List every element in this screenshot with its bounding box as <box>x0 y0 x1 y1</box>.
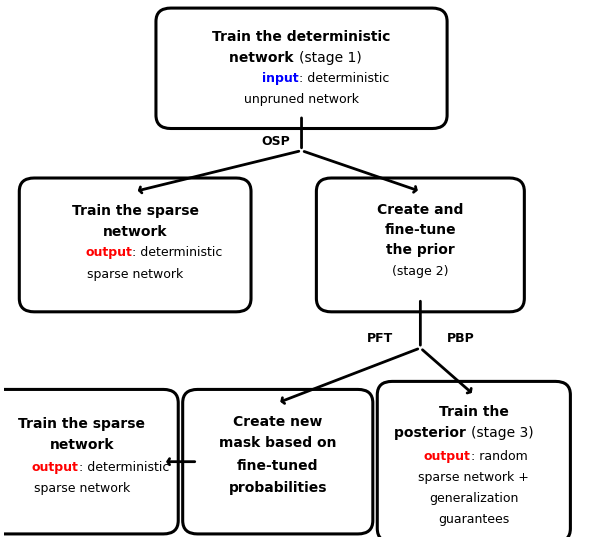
Text: : deterministic: : deterministic <box>132 246 223 259</box>
Text: output: output <box>85 246 132 259</box>
Text: fine-tune: fine-tune <box>385 223 456 237</box>
FancyBboxPatch shape <box>0 390 178 534</box>
FancyBboxPatch shape <box>377 381 571 538</box>
Text: input: input <box>262 73 299 86</box>
Text: output: output <box>424 450 471 463</box>
Text: Train the sparse: Train the sparse <box>18 417 145 431</box>
Text: OSP: OSP <box>261 135 290 148</box>
Text: network: network <box>229 51 299 65</box>
Text: (stage 2): (stage 2) <box>392 265 449 278</box>
Text: generalization: generalization <box>429 492 518 505</box>
Text: (stage 3): (stage 3) <box>471 426 533 440</box>
Text: Train the: Train the <box>439 405 509 419</box>
Text: Train the sparse: Train the sparse <box>71 204 199 218</box>
Text: Train the deterministic: Train the deterministic <box>212 30 391 44</box>
Text: fine-tuned: fine-tuned <box>237 459 319 473</box>
FancyBboxPatch shape <box>19 178 251 312</box>
Text: network: network <box>49 437 114 451</box>
Text: (stage 1): (stage 1) <box>299 51 361 65</box>
Text: PBP: PBP <box>447 332 475 345</box>
Text: sparse network: sparse network <box>34 482 130 495</box>
Text: sparse network +: sparse network + <box>418 471 529 484</box>
Text: sparse network: sparse network <box>87 268 183 281</box>
Text: unpruned network: unpruned network <box>244 93 359 106</box>
FancyBboxPatch shape <box>156 8 447 129</box>
Text: the prior: the prior <box>386 243 455 257</box>
Text: PFT: PFT <box>367 332 394 345</box>
Text: posterior: posterior <box>394 426 471 440</box>
Text: output: output <box>32 461 79 473</box>
Text: Create and: Create and <box>377 203 464 217</box>
Text: : random: : random <box>471 450 527 463</box>
Text: Create new: Create new <box>233 415 322 429</box>
Text: : deterministic: : deterministic <box>79 461 169 473</box>
Text: : deterministic: : deterministic <box>299 73 389 86</box>
Text: mask based on: mask based on <box>219 436 337 450</box>
Text: guarantees: guarantees <box>438 513 509 526</box>
FancyBboxPatch shape <box>182 390 373 534</box>
FancyBboxPatch shape <box>316 178 524 312</box>
Text: probabilities: probabilities <box>229 482 327 495</box>
Text: network: network <box>103 224 167 238</box>
